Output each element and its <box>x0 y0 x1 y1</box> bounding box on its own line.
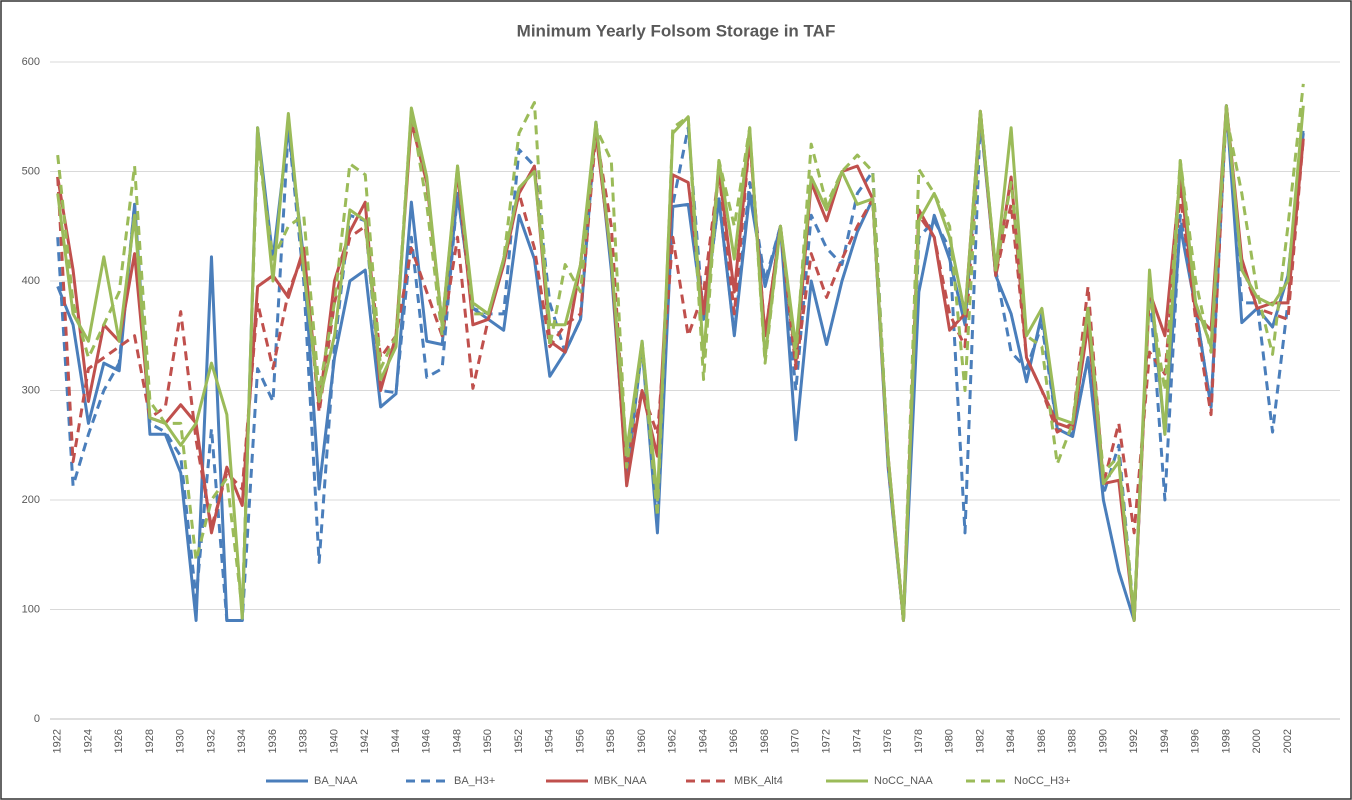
legend-label: MBK_NAA <box>594 775 647 787</box>
x-tick-label: 1928 <box>144 729 156 753</box>
x-tick-label: 1988 <box>1067 729 1079 753</box>
x-tick-label: 1980 <box>944 729 956 753</box>
y-tick-label: 600 <box>22 56 40 68</box>
x-tick-label: 1972 <box>820 729 832 753</box>
x-tick-label: 1952 <box>513 729 525 753</box>
y-tick-label: 500 <box>22 165 40 177</box>
x-tick-label: 1990 <box>1097 729 1109 753</box>
x-tick-label: 1958 <box>605 729 617 753</box>
x-tick-label: 1966 <box>728 729 740 753</box>
x-tick-label: 1940 <box>328 729 340 753</box>
x-tick-label: 1968 <box>759 729 771 753</box>
x-tick-label: 1924 <box>82 729 94 753</box>
x-tick-label: 1996 <box>1190 729 1202 753</box>
series-line <box>56 83 1305 622</box>
x-tick-label: 1984 <box>1005 729 1017 753</box>
y-tick-label: 0 <box>34 713 40 725</box>
x-tick-label: 1926 <box>113 729 125 753</box>
y-tick-label: 100 <box>22 603 40 615</box>
x-tick-label: 1962 <box>667 729 679 753</box>
legend-label: NoCC_NAA <box>874 775 933 787</box>
x-tick-label: 1960 <box>636 729 648 753</box>
x-tick-label: 1974 <box>851 729 863 753</box>
y-tick-label: 400 <box>22 275 40 287</box>
legend-label: NoCC_H3+ <box>1014 775 1071 787</box>
x-tick-label: 1934 <box>236 729 248 753</box>
x-tick-label: 2000 <box>1251 729 1263 753</box>
x-tick-label: 1942 <box>359 729 371 753</box>
x-tick-label: 1932 <box>205 729 217 753</box>
x-tick-label: 1978 <box>913 729 925 753</box>
x-tick-label: 1970 <box>790 729 802 753</box>
x-tick-label: 1954 <box>544 729 556 753</box>
chart-title: Minimum Yearly Folsom Storage in TAF <box>517 21 836 40</box>
x-tick-label: 1956 <box>574 729 586 753</box>
y-tick-label: 200 <box>22 494 40 506</box>
x-tick-label: 1986 <box>1036 729 1048 753</box>
legend-label: BA_H3+ <box>454 775 495 787</box>
y-tick-label: 300 <box>22 384 40 396</box>
x-tick-label: 1950 <box>482 729 494 753</box>
x-tick-label: 1982 <box>974 729 986 753</box>
legend-label: MBK_Alt4 <box>734 775 783 787</box>
x-tick-label: 1936 <box>267 729 279 753</box>
x-tick-label: 1992 <box>1128 729 1140 753</box>
x-tick-label: 1930 <box>175 729 187 753</box>
x-tick-label: 1948 <box>451 729 463 753</box>
x-tick-label: 1976 <box>882 729 894 753</box>
x-tick-label: 1944 <box>390 729 402 753</box>
x-tick-label: 1938 <box>298 729 310 753</box>
x-tick-label: 1946 <box>421 729 433 753</box>
x-tick-label: 1922 <box>52 729 64 753</box>
series-line <box>56 104 1305 622</box>
x-tick-label: 1994 <box>1159 729 1171 753</box>
x-tick-label: 1964 <box>697 729 709 753</box>
x-tick-label: 1998 <box>1220 729 1232 753</box>
legend-label: BA_NAA <box>314 775 358 787</box>
x-tick-label: 2002 <box>1282 729 1294 753</box>
